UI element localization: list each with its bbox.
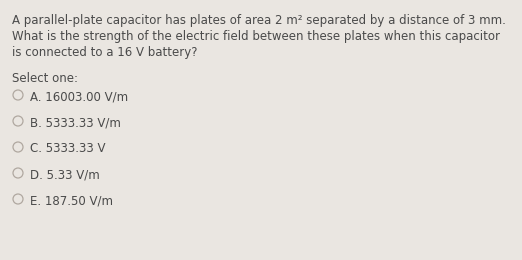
Text: A. 16003.00 V/m: A. 16003.00 V/m	[30, 90, 128, 103]
Text: E. 187.50 V/m: E. 187.50 V/m	[30, 194, 113, 207]
Text: is connected to a 16 V battery?: is connected to a 16 V battery?	[12, 46, 197, 59]
Text: What is the strength of the electric field between these plates when this capaci: What is the strength of the electric fie…	[12, 30, 500, 43]
Text: B. 5333.33 V/m: B. 5333.33 V/m	[30, 116, 121, 129]
Text: A parallel-plate capacitor has plates of area 2 m² separated by a distance of 3 : A parallel-plate capacitor has plates of…	[12, 14, 506, 27]
Text: Select one:: Select one:	[12, 72, 78, 85]
Text: C. 5333.33 V: C. 5333.33 V	[30, 142, 105, 155]
Text: D. 5.33 V/m: D. 5.33 V/m	[30, 168, 100, 181]
